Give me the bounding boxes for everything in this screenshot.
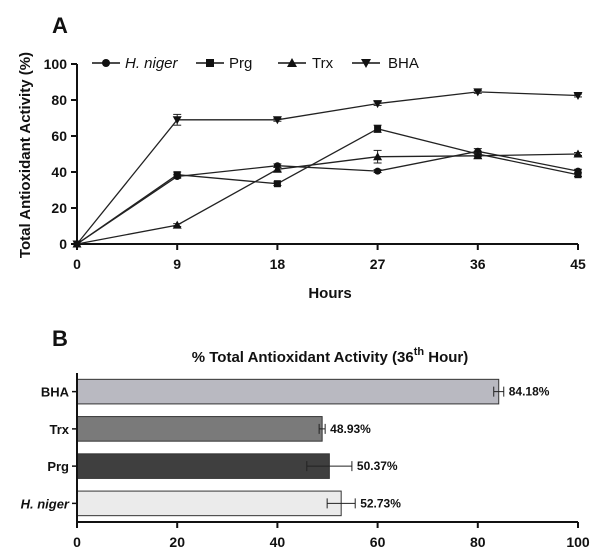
bar-x-tick-label-40: 40 (270, 534, 286, 550)
data-point-bha-2 (272, 116, 282, 125)
legend-label-bha: BHA (388, 55, 419, 72)
legend-label-prg: Prg (229, 55, 252, 72)
bar-bha (76, 378, 500, 405)
line-plot: 0 20 40 60 80 100 0 9 18 27 36 45 (44, 56, 586, 272)
data-point-bha-3 (373, 100, 383, 109)
legend-marker-trx (287, 58, 297, 67)
data-point-bha-0 (72, 240, 82, 249)
line-y-tick-label-0: 0 (59, 236, 67, 252)
bar-x-tick-label-20: 20 (169, 534, 185, 550)
legend-marker-prg (206, 59, 214, 67)
line-x-axis-title: Hours (308, 285, 351, 302)
bar-x-tick-label-60: 60 (370, 534, 386, 550)
bar-chart-title-end: Hour) (424, 349, 468, 366)
bar-category-label-bha: BHA (41, 385, 70, 400)
line-x-tick-label-36: 36 (470, 256, 486, 272)
bar-value-label-h-niger: 52.73% (360, 496, 401, 510)
data-point-trx-2 (272, 164, 282, 173)
bar-x-tick-label-100: 100 (566, 534, 590, 550)
bar-category-label-trx: Trx (49, 422, 69, 437)
series-line-bha (76, 91, 579, 245)
line-y-axis-title: Total Antioxidant Activity (%) (17, 52, 34, 258)
bar-chart-title-sup: th (414, 346, 425, 358)
data-point-bha-1 (172, 116, 182, 125)
data-point-trx-5 (573, 149, 583, 158)
data-point-trx-3 (373, 152, 383, 161)
line-x-tick-label-18: 18 (270, 256, 286, 272)
line-x-tick-label-27: 27 (370, 256, 386, 272)
bar-chart-title: % Total Antioxidant Activity (36th Hour) (192, 346, 469, 366)
legend-marker-h-niger (102, 59, 110, 67)
panel-a-label: A (52, 13, 68, 38)
data-point-prg-5 (574, 171, 582, 179)
data-point-prg-1 (173, 171, 181, 179)
line-y-tick-label-40: 40 (51, 164, 67, 180)
line-y-tick-label-20: 20 (51, 200, 67, 216)
bar-chart-title-main: % Total Antioxidant Activity (36 (192, 349, 414, 366)
data-point-prg-3 (374, 125, 382, 133)
data-point-trx-1 (172, 220, 182, 229)
series-line-trx (76, 153, 579, 245)
series-line-prg (76, 128, 579, 245)
bar-x-tick-label-0: 0 (73, 534, 81, 550)
bar-value-label-trx: 48.93% (330, 422, 371, 436)
panel-b-label: B (52, 326, 68, 351)
bar-value-label-bha: 84.18% (509, 385, 550, 399)
line-x-tick-label-9: 9 (173, 256, 181, 272)
line-x-tick-label-45: 45 (570, 256, 586, 272)
data-point-prg-2 (273, 180, 281, 188)
data-point-h-niger-3 (374, 167, 382, 175)
line-y-tick-label-100: 100 (44, 56, 68, 72)
legend-marker-bha (361, 59, 371, 68)
data-point-bha-5 (573, 92, 583, 100)
bar-trx (76, 416, 323, 442)
line-y-tick-label-80: 80 (51, 92, 67, 108)
bar-h-niger (76, 490, 342, 517)
series-line-h-niger (76, 150, 579, 245)
bar-prg (76, 453, 330, 479)
legend-label-h-niger: H. niger (125, 55, 179, 72)
bar-plot: 84.18% BHA 48.93% Trx 50.37% Prg 52.73% H. nige… (21, 373, 590, 550)
data-point-trx-4 (473, 151, 483, 160)
legend-label-trx: Trx (312, 55, 334, 72)
data-point-bha-4 (473, 88, 483, 97)
bar-value-label-prg: 50.37% (357, 459, 398, 473)
bar-category-label-prg: Prg (47, 459, 69, 474)
line-legend: H. niger Prg Trx BHA (92, 55, 419, 72)
bar-category-label-h-niger: H. niger (21, 496, 70, 511)
line-x-tick-label-0: 0 (73, 256, 81, 272)
bar-x-tick-label-80: 80 (470, 534, 486, 550)
line-y-tick-label-60: 60 (51, 128, 67, 144)
